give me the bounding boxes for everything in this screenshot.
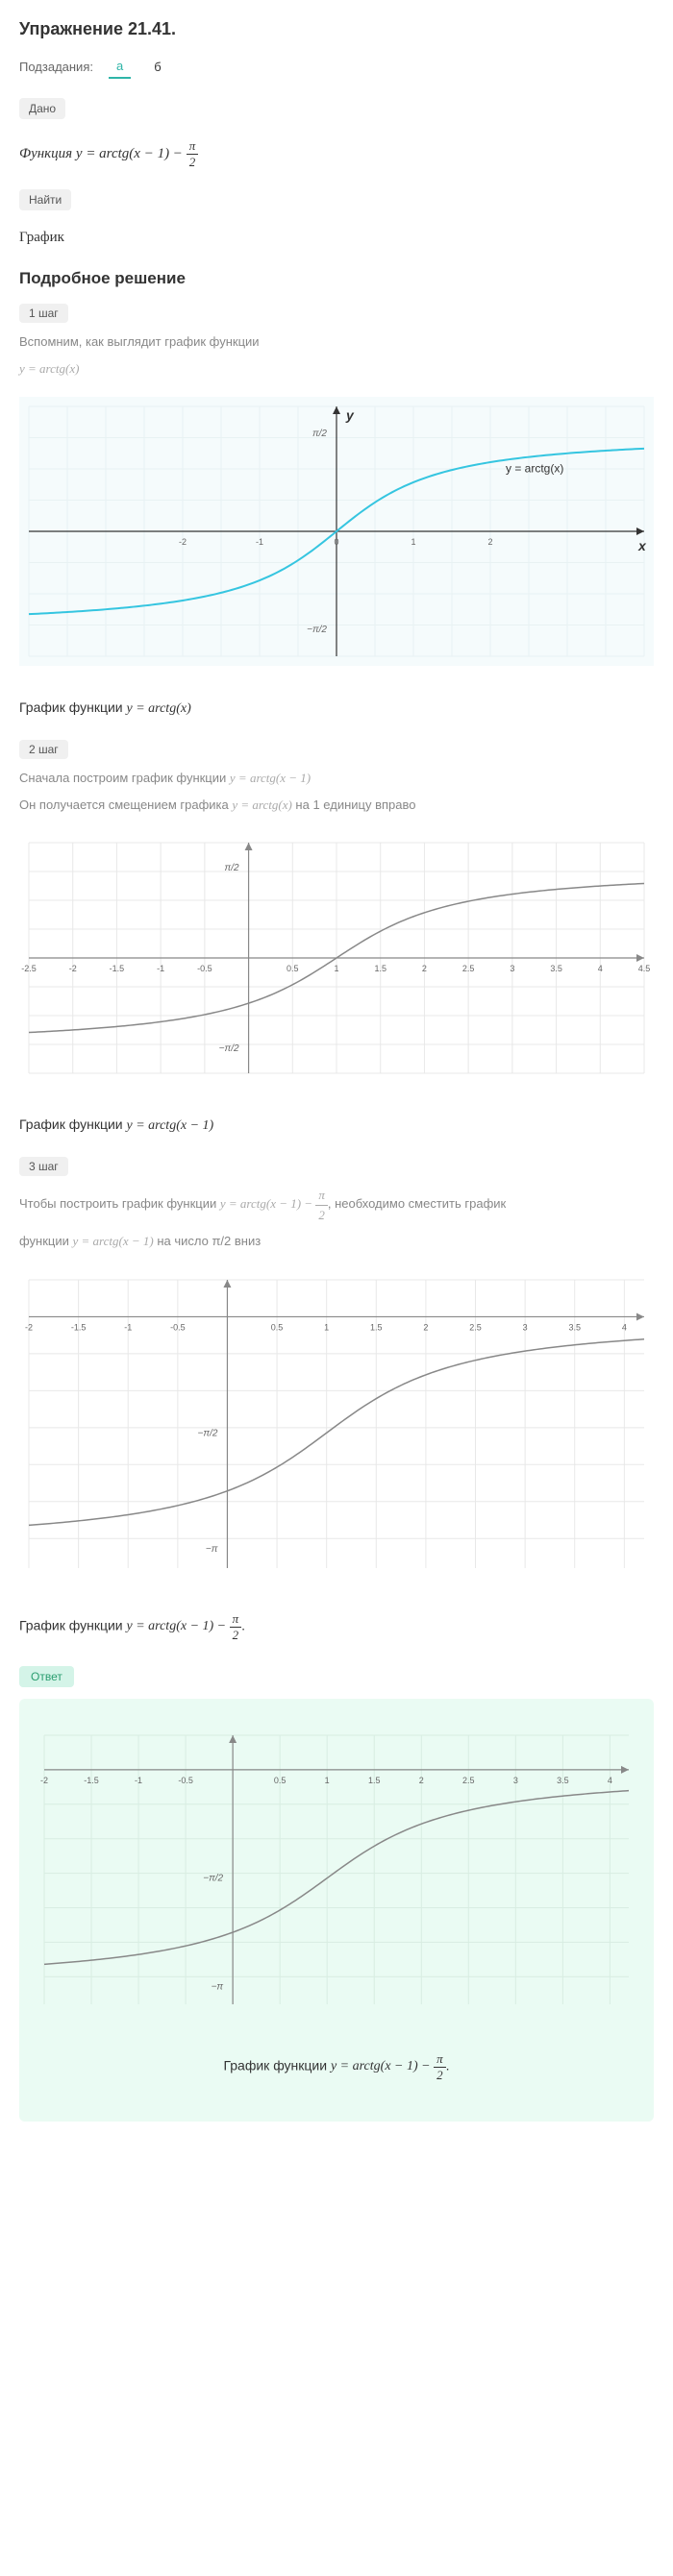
answer-box: -2 -1.5 -1 -0.5 0.5 1 1.5 2 2.5 3 3.5 4 −π/2 −π Графи… bbox=[19, 1699, 654, 2122]
svg-text:−π/2: −π/2 bbox=[219, 1043, 239, 1054]
given-math: y = arctg(x − 1) − π2 bbox=[76, 146, 198, 161]
svg-text:3.5: 3.5 bbox=[550, 964, 562, 973]
svg-text:4: 4 bbox=[608, 1775, 612, 1784]
svg-text:−π/2: −π/2 bbox=[203, 1873, 223, 1883]
graph-caption: График функции y = arctg(x − 1) bbox=[19, 1116, 654, 1134]
svg-text:y = arctg(x): y = arctg(x) bbox=[506, 461, 563, 475]
chart: -2 -1.5 -1 -0.5 0.5 1 1.5 2 2.5 3 3.5 4 −π/2 −π bbox=[19, 1270, 654, 1578]
svg-text:-2: -2 bbox=[69, 964, 77, 973]
step-text: Чтобы построить график функции y = arctg… bbox=[19, 1186, 654, 1224]
svg-text:1: 1 bbox=[324, 1322, 329, 1332]
svg-text:2: 2 bbox=[423, 1322, 428, 1332]
svg-text:2: 2 bbox=[487, 537, 492, 547]
answer-caption-pre: График функции bbox=[223, 2057, 331, 2073]
svg-text:0.5: 0.5 bbox=[271, 1322, 284, 1332]
svg-text:2: 2 bbox=[422, 964, 427, 973]
chart: -2 -1.5 -1 -0.5 0.5 1 1.5 2 2.5 3 3.5 4 −π/2 −π bbox=[35, 1726, 638, 2014]
svg-text:3: 3 bbox=[523, 1322, 528, 1332]
svg-text:1: 1 bbox=[411, 537, 415, 547]
step: 2 шаг Сначала построим график функции y =… bbox=[19, 740, 654, 1134]
svg-text:2.5: 2.5 bbox=[462, 1775, 475, 1784]
step-badge: 2 шаг bbox=[19, 740, 68, 759]
svg-text:−π/2: −π/2 bbox=[198, 1428, 218, 1438]
svg-text:-0.5: -0.5 bbox=[197, 964, 212, 973]
svg-text:-1.5: -1.5 bbox=[71, 1322, 87, 1332]
svg-text:0: 0 bbox=[334, 537, 338, 547]
answer-badge: Ответ bbox=[19, 1666, 74, 1687]
svg-text:-0.5: -0.5 bbox=[170, 1322, 186, 1332]
find-text: График bbox=[19, 230, 654, 246]
graph-caption: График функции y = arctg(x) bbox=[19, 699, 654, 717]
svg-text:2.5: 2.5 bbox=[462, 964, 475, 973]
given-text: Функция bbox=[19, 146, 76, 161]
svg-text:y: y bbox=[345, 407, 355, 423]
svg-text:−π: −π bbox=[206, 1544, 218, 1555]
subtabs-label: Подзадания: bbox=[19, 60, 93, 74]
svg-text:4: 4 bbox=[598, 964, 603, 973]
svg-text:4.5: 4.5 bbox=[638, 964, 651, 973]
subtabs: Подзадания: а б bbox=[19, 55, 654, 79]
step-text: Сначала построим график функции y = arct… bbox=[19, 769, 654, 788]
svg-text:x: x bbox=[637, 538, 647, 553]
svg-text:0.5: 0.5 bbox=[274, 1775, 287, 1784]
svg-text:π/2: π/2 bbox=[312, 429, 327, 439]
given-badge: Дано bbox=[19, 98, 65, 119]
step-text: Он получается смещением графика y = arct… bbox=[19, 796, 654, 815]
svg-text:1: 1 bbox=[325, 1775, 330, 1784]
tab-a[interactable]: а bbox=[109, 55, 131, 79]
svg-text:π/2: π/2 bbox=[225, 863, 239, 873]
svg-text:-1: -1 bbox=[256, 537, 263, 547]
svg-text:-2: -2 bbox=[40, 1775, 48, 1784]
chart: -2 -1 0 1 2 π/2 −π/2 x y y = arctg(x) bbox=[19, 397, 654, 666]
svg-text:-2: -2 bbox=[25, 1322, 33, 1332]
answer-caption: График функции y = arctg(x − 1) − π2. bbox=[35, 2051, 638, 2083]
step-text: функции y = arctg(x − 1) на число π/2 вн… bbox=[19, 1232, 654, 1251]
svg-text:2: 2 bbox=[419, 1775, 424, 1784]
svg-text:0.5: 0.5 bbox=[287, 964, 299, 973]
solution-title: Подробное решение bbox=[19, 269, 654, 288]
svg-text:-1: -1 bbox=[124, 1322, 132, 1332]
step-badge: 1 шаг bbox=[19, 304, 68, 323]
svg-text:3: 3 bbox=[513, 1775, 518, 1784]
tab-b[interactable]: б bbox=[146, 56, 168, 78]
svg-text:1: 1 bbox=[334, 964, 338, 973]
svg-text:-1.5: -1.5 bbox=[84, 1775, 99, 1784]
svg-text:2.5: 2.5 bbox=[469, 1322, 482, 1332]
svg-text:-2.5: -2.5 bbox=[21, 964, 37, 973]
svg-text:-2: -2 bbox=[179, 537, 187, 547]
svg-text:1.5: 1.5 bbox=[368, 1775, 381, 1784]
svg-text:-0.5: -0.5 bbox=[178, 1775, 193, 1784]
svg-text:−π/2: −π/2 bbox=[307, 625, 327, 635]
given-formula: Функция y = arctg(x − 1) − π2 bbox=[19, 138, 654, 170]
svg-text:-1: -1 bbox=[135, 1775, 142, 1784]
chart: -2.5 -2 -1.5 -1 -0.5 0.5 1 1.5 2 2.5 3 3.5 4 4.5 π/2 −π… bbox=[19, 833, 654, 1083]
svg-text:1.5: 1.5 bbox=[370, 1322, 383, 1332]
step-text: y = arctg(x) bbox=[19, 359, 654, 379]
exercise-title: Упражнение 21.41. bbox=[19, 19, 654, 39]
step: 3 шаг Чтобы построить график функции y = … bbox=[19, 1157, 654, 1643]
step-text: Вспомним, как выглядит график функции bbox=[19, 332, 654, 352]
svg-text:3.5: 3.5 bbox=[568, 1322, 581, 1332]
svg-text:−π: −π bbox=[212, 1981, 224, 1992]
svg-text:3.5: 3.5 bbox=[557, 1775, 569, 1784]
answer-caption-post: . bbox=[446, 2057, 450, 2073]
svg-text:3: 3 bbox=[510, 964, 514, 973]
find-badge: Найти bbox=[19, 189, 71, 210]
answer-caption-math: y = arctg(x − 1) − π2 bbox=[331, 2059, 446, 2073]
svg-text:-1: -1 bbox=[157, 964, 164, 973]
svg-text:1.5: 1.5 bbox=[374, 964, 386, 973]
step-badge: 3 шаг bbox=[19, 1157, 68, 1176]
svg-text:4: 4 bbox=[622, 1322, 627, 1332]
step: 1 шаг Вспомним, как выглядит график функц… bbox=[19, 304, 654, 717]
svg-text:-1.5: -1.5 bbox=[110, 964, 125, 973]
graph-caption: График функции y = arctg(x − 1) − π2. bbox=[19, 1611, 654, 1643]
